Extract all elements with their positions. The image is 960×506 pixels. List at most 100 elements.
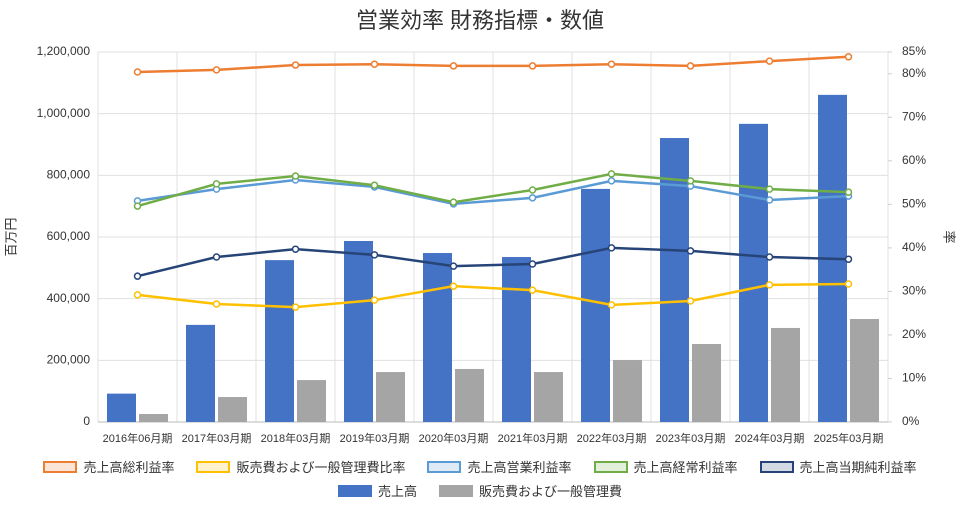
legend-swatch bbox=[593, 460, 628, 473]
bar bbox=[771, 327, 800, 422]
legend-label: 売上高総利益率 bbox=[83, 460, 175, 475]
marker bbox=[607, 170, 616, 178]
line bbox=[137, 282, 849, 309]
bar bbox=[186, 324, 215, 422]
bar bbox=[613, 360, 642, 422]
y-tick-label: 1,000,000 bbox=[37, 106, 91, 120]
y2-tick-label: 30% bbox=[902, 284, 926, 298]
legend-item: 売上高総利益率 bbox=[43, 457, 174, 476]
marker bbox=[370, 296, 379, 304]
marker bbox=[449, 62, 458, 70]
x-tick-label: 2024年03月期 bbox=[735, 431, 805, 445]
legend-swatch bbox=[337, 484, 372, 497]
x-tick-label: 2018年03月期 bbox=[261, 431, 331, 445]
legend-item: 売上高 bbox=[337, 481, 417, 500]
marker bbox=[765, 196, 774, 204]
bar bbox=[265, 260, 294, 422]
x-tick-label: 2022年03月期 bbox=[577, 431, 647, 445]
chart-title: 営業効率 財務指標・数値 bbox=[356, 8, 604, 33]
bar bbox=[455, 368, 484, 422]
legend-item: 売上高経常利益率 bbox=[593, 457, 738, 476]
legend-label: 売上高当期純利益率 bbox=[799, 460, 917, 475]
chart: 営業効率 財務指標・数値 百万円 率 0 200,000 400,000 600,00… bbox=[3, 8, 957, 445]
bar bbox=[376, 372, 405, 422]
marker bbox=[844, 280, 853, 288]
marker bbox=[528, 62, 537, 70]
marker bbox=[686, 62, 695, 70]
bar bbox=[581, 188, 610, 422]
bar bbox=[534, 372, 563, 422]
bar bbox=[139, 413, 168, 422]
bar bbox=[423, 253, 452, 422]
marker bbox=[133, 68, 142, 76]
marker bbox=[212, 66, 221, 74]
marker bbox=[844, 53, 853, 61]
line bbox=[137, 55, 849, 74]
x-tick-label: 2025年03月期 bbox=[814, 431, 884, 445]
legend-item: 売上高当期純利益率 bbox=[759, 457, 917, 476]
marker bbox=[449, 198, 458, 206]
x-tick-label: 2017年03月期 bbox=[182, 431, 252, 445]
marker bbox=[528, 186, 537, 194]
bar bbox=[107, 393, 136, 422]
bar bbox=[297, 380, 326, 422]
marker bbox=[291, 172, 300, 180]
x-tick-label: 2019年03月期 bbox=[340, 431, 410, 445]
y-tick-label: 400,000 bbox=[47, 291, 91, 305]
marker bbox=[765, 185, 774, 193]
marker bbox=[291, 245, 300, 253]
marker bbox=[212, 300, 221, 308]
y2-tick-label: 10% bbox=[902, 371, 926, 385]
legend-item: 売上高営業利益率 bbox=[427, 457, 572, 476]
y-tick-label: 600,000 bbox=[47, 229, 91, 243]
y-tick-label: 1,200,000 bbox=[37, 44, 91, 58]
line bbox=[137, 172, 849, 208]
legend-swatch bbox=[439, 484, 473, 497]
legend-swatch bbox=[759, 460, 794, 473]
marker bbox=[449, 282, 458, 290]
marker bbox=[765, 57, 774, 65]
marker bbox=[607, 244, 616, 252]
legend-item: 販売費および一般管理費 bbox=[439, 481, 622, 500]
marker bbox=[686, 297, 695, 305]
bar bbox=[218, 397, 247, 422]
marker bbox=[449, 262, 458, 270]
x-tick-label: 2020年03月期 bbox=[419, 431, 489, 445]
y2-tick-label: 20% bbox=[902, 327, 926, 341]
marker bbox=[291, 303, 300, 311]
x-tick-label: 2023年03月期 bbox=[656, 431, 726, 445]
marker bbox=[212, 180, 221, 188]
marker bbox=[370, 251, 379, 259]
marker bbox=[686, 247, 695, 255]
bar bbox=[850, 319, 879, 422]
bar bbox=[692, 343, 721, 422]
line bbox=[137, 246, 849, 278]
y2-axis-title: 率 bbox=[942, 230, 957, 243]
marker bbox=[607, 177, 616, 185]
marker bbox=[133, 291, 142, 299]
legend: 売上高 販売費および一般管理費 bbox=[0, 481, 960, 500]
marker bbox=[133, 202, 142, 210]
marker bbox=[528, 286, 537, 294]
bar bbox=[502, 257, 531, 422]
legend-label: 販売費および一般管理費 bbox=[479, 484, 623, 499]
marker bbox=[528, 194, 537, 202]
marker bbox=[370, 60, 379, 68]
x-tick-label: 2016年06月期 bbox=[103, 431, 173, 445]
y2-tick-label: 85% bbox=[902, 44, 926, 58]
y2-tick-label: 80% bbox=[902, 66, 926, 80]
marker bbox=[844, 255, 853, 263]
marker bbox=[765, 253, 774, 261]
y-tick-label: 800,000 bbox=[47, 168, 91, 182]
marker bbox=[528, 260, 537, 268]
y2-tick-label: 50% bbox=[902, 197, 926, 211]
legend-label: 売上高 bbox=[377, 484, 417, 499]
legend-item: 販売費および一般管理費比率 bbox=[196, 457, 405, 476]
line bbox=[137, 178, 849, 206]
marker bbox=[133, 272, 142, 280]
y-tick-label: 200,000 bbox=[47, 353, 91, 367]
y2-tick-label: 40% bbox=[902, 240, 926, 254]
legend-label: 販売費および一般管理費比率 bbox=[236, 460, 406, 475]
marker bbox=[370, 181, 379, 189]
